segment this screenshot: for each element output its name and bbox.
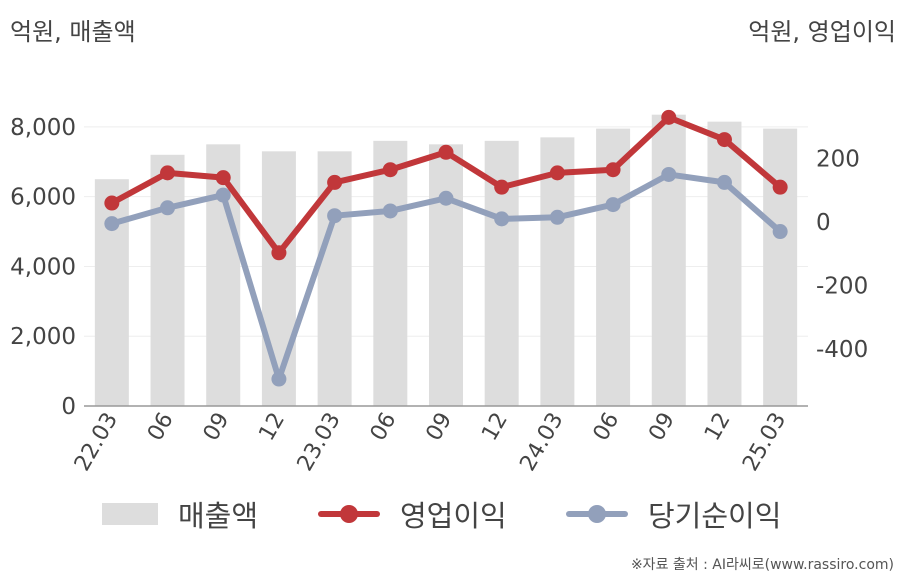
x-tick-label: 06	[143, 409, 179, 446]
operating-profit-point	[160, 165, 176, 181]
x-tick-label: 23.03	[293, 409, 346, 476]
x-tick-label: 06	[589, 409, 625, 446]
x-tick-label: 22.03	[70, 409, 123, 476]
legend-label-net: 당기순이익	[648, 499, 782, 533]
revenue-bar	[763, 128, 798, 406]
x-tick-label: 25.03	[738, 409, 791, 476]
combo-chart: 0 2,000 4,000 6,000 8,000 -400 -200 0 200 22.03 06…	[10, 109, 868, 476]
legend-item-revenue[interactable]: 매출액	[102, 492, 258, 536]
source-note: ※자료 출처 : AI라씨로(www.rassiro.com)	[630, 557, 894, 573]
x-tick-label: 09	[199, 409, 235, 446]
net-profit-point	[104, 216, 120, 232]
net-profit-point	[271, 371, 287, 387]
x-tick-label: 12	[477, 409, 513, 446]
x-tick-label: 09	[644, 409, 680, 446]
revenue-bar	[429, 144, 463, 407]
legend: 매출액 영업이익 당기순이익	[0, 492, 908, 536]
x-tick-label: 09	[422, 409, 458, 446]
operating-profit-point	[438, 144, 454, 160]
right-tick-label: -200	[816, 273, 868, 299]
revenue-bar	[707, 121, 742, 407]
operating-profit-point	[271, 245, 287, 261]
net-profit-point	[215, 187, 231, 203]
net-profit-point	[438, 190, 454, 206]
legend-swatch-operating	[318, 503, 380, 525]
operating-profit-point	[215, 170, 231, 186]
revenue-bar	[261, 151, 296, 406]
right-tick-label: 200	[816, 147, 860, 173]
legend-swatch-bar	[102, 503, 158, 525]
legend-swatch-net	[566, 503, 628, 525]
net-profit-point	[605, 197, 621, 213]
legend-item-net[interactable]: 당기순이익	[566, 492, 781, 536]
revenue-bar	[373, 140, 408, 406]
operating-profit-point	[104, 195, 120, 211]
operating-profit-point	[661, 109, 677, 125]
operating-profit-point	[605, 162, 621, 178]
x-tick-label: 12	[254, 409, 290, 446]
net-profit-point	[549, 209, 565, 225]
left-tick-label: 8,000	[10, 115, 76, 141]
revenue-bar	[150, 154, 185, 406]
left-axis-unit: 억원, 매출액	[10, 18, 136, 46]
legend-item-operating[interactable]: 영업이익	[318, 492, 507, 536]
right-tick-label: 0	[816, 210, 831, 236]
net-profit-point	[494, 211, 510, 227]
net-profit-point	[327, 208, 343, 224]
operating-profit-point	[549, 165, 565, 181]
net-profit-point	[382, 203, 398, 219]
left-tick-label: 6,000	[10, 185, 76, 211]
operating-profit-point	[494, 179, 510, 195]
revenue-bar	[94, 179, 129, 406]
operating-profit-point	[382, 162, 398, 178]
revenue-bar	[651, 114, 686, 406]
net-profit-point	[716, 174, 732, 190]
right-tick-label: -400	[816, 337, 868, 363]
operating-profit-point	[716, 132, 732, 148]
operating-profit-point	[327, 174, 343, 190]
operating-profit-point	[772, 179, 788, 195]
net-profit-point	[160, 200, 176, 216]
legend-label-revenue: 매출액	[178, 499, 259, 533]
right-axis-unit: 억원, 영업이익	[748, 18, 896, 46]
revenue-bar	[540, 137, 575, 406]
net-profit-point	[661, 166, 677, 182]
left-tick-label: 4,000	[10, 254, 76, 280]
profit-lines	[104, 109, 788, 387]
net-profit-point	[772, 224, 788, 240]
x-tick-label: 24.03	[515, 409, 568, 476]
x-tick-label: 06	[366, 409, 402, 446]
x-tick-label: 12	[700, 409, 736, 446]
left-tick-label: 2,000	[10, 324, 76, 350]
legend-label-operating: 영업이익	[400, 499, 507, 533]
left-tick-label: 0	[61, 394, 76, 420]
